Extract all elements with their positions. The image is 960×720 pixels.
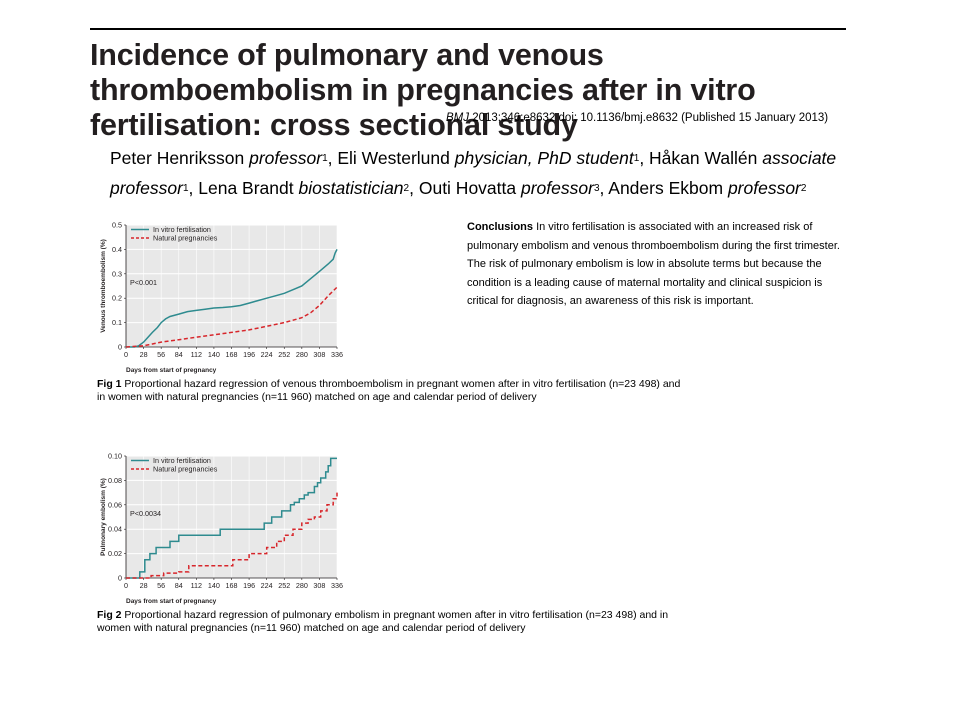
x-tick-label: 168 [226,581,238,590]
author-name: Lena Brandt [198,178,294,198]
author-role: biostatistician [298,178,404,198]
author-name: Peter Henriksson [110,148,245,168]
author-role: professor [521,178,594,198]
x-tick-label: 56 [157,350,165,359]
author-role: professor [249,148,323,168]
author-list: Peter Henriksson professor1, Eli Westerl… [110,148,837,198]
y-tick-label: 0.02 [108,549,122,558]
figure-2-text: Proportional hazard regression of pulmon… [97,609,669,634]
author-affiliation: 1 [182,183,189,194]
x-tick-label: 336 [331,581,343,590]
author-role: physician, PhD student [454,148,634,168]
author: Håkan Wallén associate professor1 [110,148,836,198]
series-line-ivf [126,457,337,579]
author-name: Håkan Wallén [649,148,758,168]
figure-2-label: Fig 2 [97,609,122,621]
author-affiliation: 1 [633,153,640,164]
y-axis-title: Pulmonary embolism (%) [100,478,107,556]
x-axis-title: Days from start of pregnancy [126,598,217,605]
legend-label: Natural pregnancies [153,465,218,474]
x-tick-label: 336 [331,350,343,359]
y-tick-label: 0.1 [112,318,122,327]
author-role: associate professor [110,148,837,198]
author-affiliation: 3 [593,183,600,194]
y-tick-label: 0.5 [112,221,122,230]
x-axis-title: Days from start of pregnancy [126,367,217,374]
citation-details: 2013;346:e8632 doi: 10.1136/bmj.e8632 (P… [469,112,829,124]
series-line-natural [126,492,338,579]
x-tick-label: 252 [278,581,290,590]
figure-1-caption: Fig 1 Proportional hazard regression of … [97,378,687,404]
figure-1-label: Fig 1 [97,378,122,390]
author-name: Eli Westerlund [337,148,450,168]
x-tick-label: 140 [208,350,220,359]
x-tick-label: 280 [296,350,308,359]
x-tick-label: 252 [278,350,290,359]
x-tick-label: 0 [124,581,128,590]
x-tick-label: 28 [140,581,148,590]
x-tick-label: 168 [226,350,238,359]
x-tick-label: 0 [124,350,128,359]
author: Lena Brandt biostatistician2 [198,178,409,198]
x-tick-label: 28 [140,350,148,359]
author-affiliation: 1 [322,153,328,164]
conclusions-text: In vitro fertilisation is associated wit… [467,221,840,307]
conclusions: Conclusions In vitro fertilisation is as… [467,218,853,311]
author: Peter Henriksson professor1 [110,148,328,168]
x-tick-label: 308 [313,350,325,359]
x-tick-label: 308 [313,581,325,590]
x-tick-label: 84 [175,581,183,590]
author-affiliation: 2 [800,183,807,194]
y-tick-label: 0.4 [112,245,122,254]
top-rule [90,28,846,30]
y-tick-label: 0 [118,343,122,352]
figure-2-caption: Fig 2 Proportional hazard regression of … [97,609,687,635]
x-tick-label: 224 [261,350,273,359]
p-value-annotation: P<0.0034 [130,509,161,518]
y-axis-title: Venous thromboembolism (%) [100,239,107,333]
figure-2-chart: 0 0.02 0.04 0.06 0.08 0.10 0 28 56 84 112 140 168 196… [100,452,343,606]
series-line-ivf [126,249,338,348]
y-tick-label: 0.08 [108,476,122,485]
x-tick-label: 196 [243,350,255,359]
author-affiliation: 2 [403,183,410,194]
citation-journal: BMJ [446,112,469,124]
p-value-annotation: P<0.001 [130,278,157,287]
x-tick-label: 196 [243,581,255,590]
x-tick-label: 280 [296,581,308,590]
conclusions-heading: Conclusions [467,221,534,233]
x-tick-label: 112 [191,581,202,590]
x-tick-label: 84 [175,350,183,359]
author: Anders Ekbom professor2 [608,178,806,198]
y-tick-label: 0.2 [112,294,122,303]
author-name: Outi Hovatta [418,178,517,198]
y-tick-label: 0 [118,574,122,583]
author: Eli Westerlund physician, PhD student1 [337,148,639,168]
legend-label: Natural pregnancies [153,234,218,243]
y-tick-label: 0.3 [112,269,122,278]
series-line-natural [125,286,338,348]
figure-1-text: Proportional hazard regression of venous… [97,378,681,403]
author-role: professor [727,178,801,198]
x-tick-label: 56 [157,581,165,590]
figure-1-chart: 0 0.1 0.2 0.3 0.4 0.5 0 28 56 84 112 140 168 196 224 25… [100,221,343,375]
y-tick-label: 0.04 [108,525,122,534]
legend-label: In vitro fertilisation [153,456,211,465]
y-tick-label: 0.06 [108,500,122,509]
author-name: Anders Ekbom [608,178,724,198]
x-tick-label: 112 [191,350,202,359]
paper-title: Incidence of pulmonary and venous thromb… [90,38,756,142]
citation: BMJ 2013;346:e8632 doi: 10.1136/bmj.e863… [446,112,828,124]
legend-label: In vitro fertilisation [153,225,211,234]
y-tick-label: 0.10 [108,452,122,461]
author: Outi Hovatta professor3 [419,178,600,198]
x-tick-label: 224 [261,581,273,590]
x-tick-label: 140 [208,581,220,590]
